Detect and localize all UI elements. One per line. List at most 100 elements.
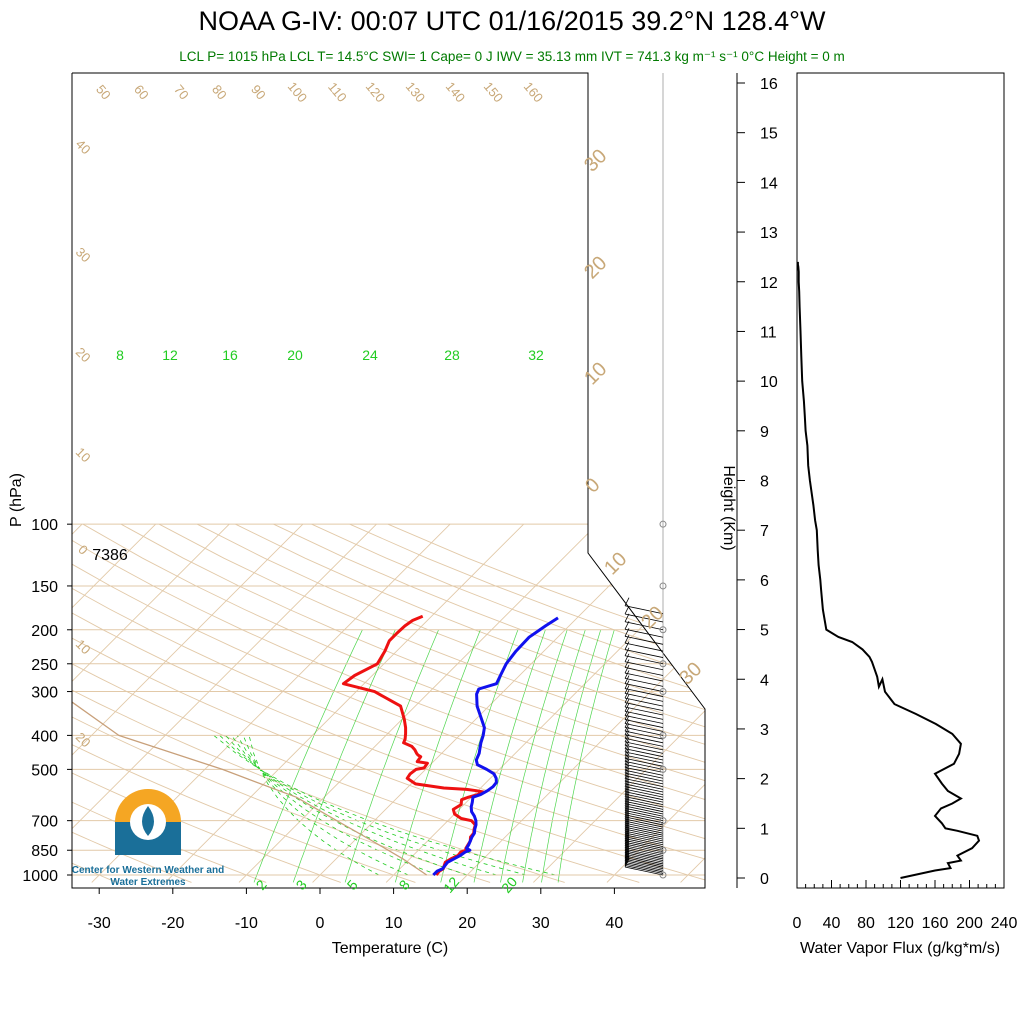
cw3e-logo-icon [115, 789, 181, 855]
height-tick-label: 11 [760, 324, 777, 341]
wind-barb-flag [624, 846, 630, 855]
mixing-ratio-label: 2 [253, 877, 270, 893]
wind-barb-flag [624, 703, 630, 712]
wind-barb-flag [624, 800, 630, 809]
isotherm-label: 20 [637, 602, 668, 633]
wind-barb [624, 642, 664, 652]
wind-barb-flag [624, 641, 630, 650]
y-tick-label: 700 [31, 814, 58, 831]
wind-barb-flag [624, 653, 630, 662]
height-tick-label: 7 [760, 523, 769, 540]
wind-barb [624, 757, 664, 767]
isotherm-left-label: 30 [73, 244, 94, 265]
height-tick-label: 8 [760, 474, 769, 491]
isotherm-left-label: 40 [73, 136, 94, 157]
wind-barb [624, 730, 664, 740]
wind-barb [624, 764, 664, 773]
wind-barb [624, 866, 664, 876]
height-tick-label: 9 [760, 424, 769, 441]
wind-barb-flag [624, 808, 630, 818]
mixing-ratio-label: 20 [287, 347, 303, 363]
wind-barb-flag [624, 842, 630, 852]
wind-barb-flag [624, 613, 630, 622]
x-tick-label: 40 [606, 915, 624, 932]
wind-barb-flag [624, 804, 630, 813]
wind-barb [624, 850, 664, 860]
x-tick-label: 20 [458, 915, 476, 932]
wind-barb [624, 693, 664, 702]
wind-barb [624, 710, 664, 720]
dry-adiabat-line [158, 523, 705, 883]
wind-barb [624, 812, 664, 822]
adiabat-label: 160 [521, 79, 546, 105]
adiabat-label: 100 [285, 79, 310, 105]
wind-barb [624, 706, 664, 716]
isotherm-label: 20 [580, 252, 611, 283]
wind-barb-flag [624, 785, 630, 795]
flux-x-tick-label: 120 [887, 915, 914, 932]
wind-barb [624, 605, 664, 615]
isotherm-line [533, 523, 705, 883]
dewpoint-trace [432, 616, 559, 877]
wind-barb-flag [624, 797, 630, 807]
y-tick-label: 500 [31, 762, 58, 779]
dry-adiabat-line [72, 523, 565, 883]
wind-level-marker [659, 846, 667, 854]
wind-barb [624, 857, 664, 866]
wind-barb-flag [624, 858, 630, 868]
wind-barb-flag [624, 835, 630, 845]
wind-barb [624, 840, 664, 849]
wind-barb [624, 796, 664, 805]
height-tick-label: 4 [760, 672, 769, 689]
isotherm-line [72, 523, 377, 883]
wind-barb-flag [624, 847, 630, 857]
mixing-ratio-line [522, 629, 586, 883]
wind-barb-flag [624, 834, 630, 843]
wind-barb [624, 855, 664, 865]
isotherm-label: 30 [580, 145, 611, 176]
wind-level-marker [659, 520, 667, 528]
dry-adiabat-line [72, 523, 640, 883]
wind-barb-flag [624, 810, 630, 820]
wind-barb [624, 715, 664, 724]
wind-barb-flag [624, 711, 630, 720]
wind-barb-flag [624, 628, 630, 637]
wind-barb-flag [624, 839, 630, 848]
flux-frame [796, 72, 1005, 889]
mixing-ratio-line [473, 629, 546, 883]
isotherm-line [680, 523, 705, 883]
wind-barb-flag [624, 857, 630, 866]
logo-caption: Center for Western Weather and Water Ext… [71, 865, 225, 888]
dry-adiabat-line [72, 523, 416, 883]
wind-barb [624, 661, 664, 671]
height-tick-label: 14 [760, 175, 778, 192]
wind-barb-flag [624, 740, 630, 749]
wind-barb-flag [624, 675, 630, 684]
isotherm-label: 0 [581, 474, 604, 497]
height-annotation: 7386 [92, 547, 128, 564]
wind-barb-flag [624, 826, 630, 836]
height-tick-label: 5 [760, 623, 769, 640]
height-tick-label: 12 [760, 275, 778, 292]
wind-barb [624, 649, 664, 658]
wind-barb [624, 744, 664, 754]
y-axis-label: P (hPa) [8, 473, 25, 527]
x-tick-label: 0 [316, 915, 325, 932]
wind-level-marker [659, 817, 667, 825]
wind-barb-flag [624, 707, 630, 716]
wind-barb [624, 786, 664, 795]
flux-trace [796, 261, 981, 879]
wind-barb [624, 723, 664, 732]
wind-barb-flag [624, 790, 630, 800]
chart-subtitle: LCL P= 1015 hPa LCL T= 14.5°C SWI= 1 Cap… [179, 49, 845, 64]
wind-barb-flag [624, 767, 630, 777]
dry-adiabat-line [197, 523, 705, 883]
adiabat-label: 80 [209, 82, 230, 103]
wind-barb [624, 820, 664, 830]
wind-barb [624, 780, 664, 790]
height-tick-label: 0 [760, 871, 769, 888]
wind-barb-flag [624, 664, 630, 674]
wind-barb-flag [624, 659, 630, 668]
wind-barb [624, 810, 664, 819]
